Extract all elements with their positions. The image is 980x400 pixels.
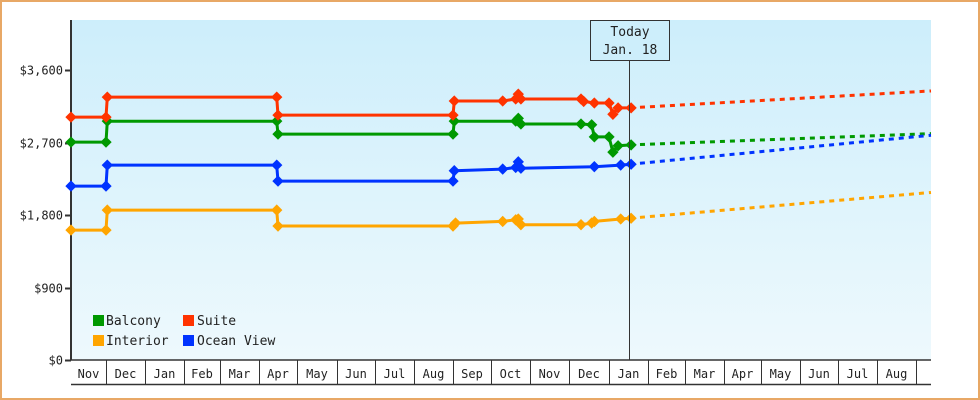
data-point[interactable] — [447, 175, 459, 187]
y-tick-label: $3,600 — [20, 64, 63, 78]
today-label: Today — [610, 25, 649, 40]
y-axis-ticks: $0 $900 $1,800 $2,700 $3,600 — [20, 64, 71, 368]
legend-item-ocean-view[interactable]: Ocean View — [183, 334, 275, 349]
data-point[interactable] — [588, 161, 600, 173]
data-point[interactable] — [607, 146, 619, 158]
today-annotation-box — [590, 20, 670, 61]
x-tick-label: Jan — [154, 367, 176, 381]
series-lines — [65, 88, 932, 236]
x-tick-label: Feb — [191, 367, 213, 381]
x-tick-label: Aug — [886, 367, 908, 381]
data-point[interactable] — [272, 220, 284, 232]
legend-swatch-balcony — [93, 315, 104, 326]
legend: Balcony Suite Interior Ocean View — [93, 314, 275, 349]
x-tick-label: Dec — [578, 367, 600, 381]
x-tick-label: Nov — [539, 367, 561, 381]
data-point[interactable] — [271, 204, 283, 216]
data-point[interactable] — [447, 128, 459, 140]
x-tick-label: Apr — [267, 367, 289, 381]
legend-swatch-suite — [183, 315, 194, 326]
data-point[interactable] — [615, 213, 627, 225]
data-point[interactable] — [272, 175, 284, 187]
x-tick-label: Aug — [423, 367, 445, 381]
x-tick-label: Mar — [694, 367, 716, 381]
x-tick-label: Sep — [461, 367, 483, 381]
x-tick-label: May — [770, 367, 792, 381]
x-tick-label: Jul — [384, 367, 406, 381]
legend-item-interior[interactable]: Interior — [93, 334, 169, 349]
x-tick-label: Feb — [656, 367, 678, 381]
data-point[interactable] — [515, 219, 527, 231]
forecast-line — [629, 89, 932, 110]
data-point[interactable] — [588, 215, 600, 228]
x-axis-months: Nov Dec Jan Feb Mar Apr May Jun Jul Aug Sep Oct Nov D… — [71, 359, 931, 386]
legend-item-balcony[interactable]: Balcony — [93, 314, 161, 329]
legend-label-balcony: Balcony — [106, 314, 161, 329]
legend-label-ocean-view: Ocean View — [197, 334, 275, 349]
today-date: Jan. 18 — [603, 43, 658, 58]
data-point[interactable] — [448, 165, 460, 177]
series-ocean-view — [65, 133, 932, 192]
data-point[interactable] — [575, 219, 587, 231]
forecast-line — [629, 133, 932, 166]
legend-item-suite[interactable]: Suite — [183, 314, 236, 329]
x-tick-label: Jun — [345, 367, 367, 381]
data-point[interactable] — [615, 159, 627, 171]
y-tick-label: $1,800 — [20, 209, 63, 223]
legend-label-suite: Suite — [197, 314, 236, 329]
data-point[interactable] — [515, 162, 527, 174]
plot-area — [71, 20, 931, 360]
series-interior — [65, 190, 932, 236]
data-point[interactable] — [588, 131, 600, 143]
data-point[interactable] — [271, 159, 283, 171]
x-tick-label: Apr — [732, 367, 754, 381]
x-tick-label: Dec — [115, 367, 137, 381]
today-marker: Today Jan. 18 — [590, 20, 670, 360]
x-tick-label: May — [306, 367, 328, 381]
data-point[interactable] — [497, 163, 509, 175]
forecast-line — [629, 190, 932, 220]
legend-label-interior: Interior — [106, 334, 169, 349]
data-point[interactable] — [603, 131, 615, 143]
x-tick-label: Nov — [78, 367, 100, 381]
forecast-line — [629, 132, 932, 147]
x-tick-label: Jun — [808, 367, 830, 381]
y-tick-label: $900 — [34, 282, 63, 296]
legend-swatch-interior — [93, 335, 104, 346]
data-point[interactable] — [272, 128, 284, 140]
data-point[interactable] — [449, 217, 462, 229]
y-tick-label: $0 — [49, 354, 63, 368]
data-point[interactable] — [612, 140, 624, 152]
x-tick-label: Jul — [847, 367, 869, 381]
x-tick-label: Mar — [229, 367, 251, 381]
data-point[interactable] — [497, 215, 509, 228]
y-tick-label: $2,700 — [20, 137, 63, 151]
x-tick-label: Oct — [500, 367, 522, 381]
x-tick-label: Jan — [618, 367, 640, 381]
legend-swatch-ocean-view — [183, 335, 194, 346]
